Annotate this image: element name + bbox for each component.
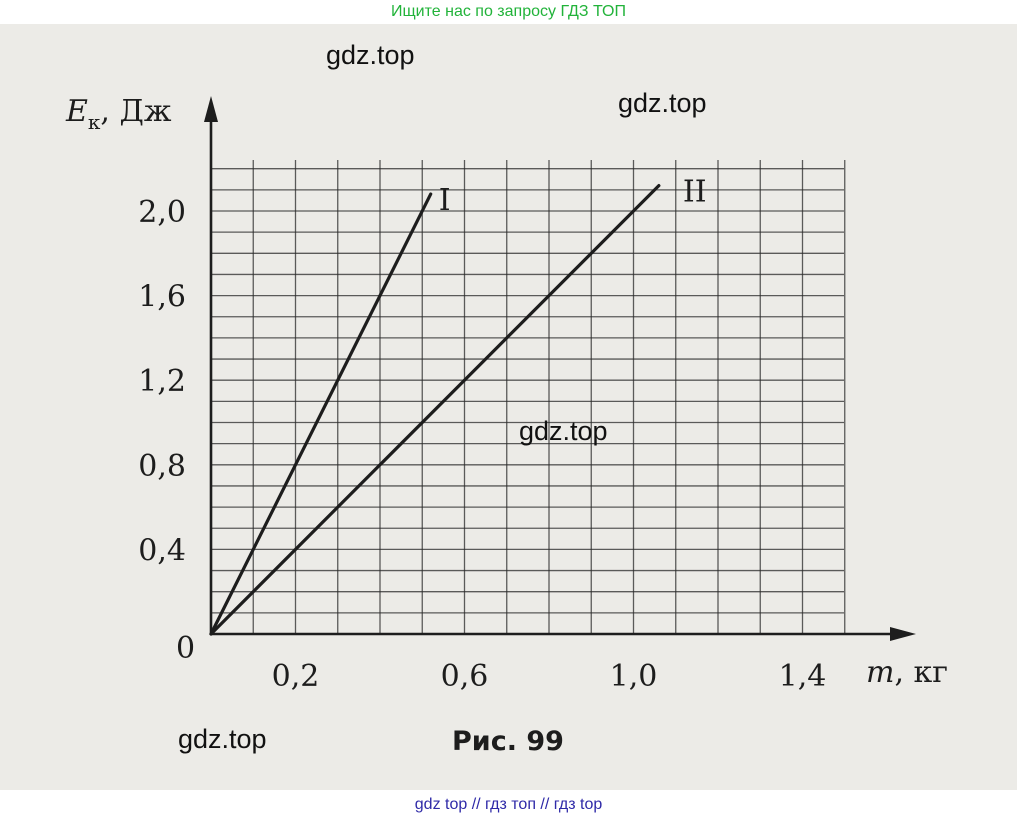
series-group: I II [209, 175, 707, 636]
y-tick-label: 1,2 [138, 364, 186, 399]
y-tick-label: 0,8 [138, 449, 186, 484]
tick-labels: 0,2 0,6 1,0 1,4 0,4 0,8 1,2 1,6 2,0 [138, 195, 826, 694]
figure-caption: Рис. 99 [452, 726, 564, 757]
x-axis-arrow [890, 627, 916, 641]
watermark: gdz.top [519, 416, 608, 446]
top-banner: Ищите нас по запросу ГДЗ ТОП [0, 0, 1017, 24]
y-axis-arrow [204, 96, 218, 122]
y-axis-title: Eк, Дж [65, 94, 172, 134]
x-tick-label: 0,2 [272, 659, 320, 694]
y-tick-label: 2,0 [138, 195, 186, 230]
axes [204, 96, 916, 641]
x-tick-label: 1,4 [779, 659, 827, 694]
watermark: gdz.top [178, 724, 267, 754]
series-label-1: I [439, 183, 451, 218]
watermark: gdz.top [326, 40, 415, 70]
x-tick-label: 1,0 [610, 659, 658, 694]
series-label-2: II [683, 175, 707, 210]
x-axis-title: m, кг [866, 655, 948, 690]
textbook-scan: I II 0,2 0,6 1,0 1,4 0,4 0,8 1,2 1,6 2,0 Eк, Дж m… [0, 24, 1017, 790]
origin-label: 0 [176, 631, 195, 666]
series-line-2 [209, 184, 661, 636]
watermark: gdz.top [618, 88, 707, 118]
bottom-banner: gdz top // гдз топ // гдз top [0, 790, 1017, 819]
y-tick-label: 1,6 [138, 280, 186, 315]
x-tick-label: 0,6 [441, 659, 489, 694]
energy-mass-chart: I II 0,2 0,6 1,0 1,40,40,81,21,62,0 Eк, Дж m… [65, 94, 948, 757]
grid [211, 160, 846, 634]
series-line-1 [209, 192, 433, 636]
y-tick-label: 0,4 [138, 533, 186, 568]
